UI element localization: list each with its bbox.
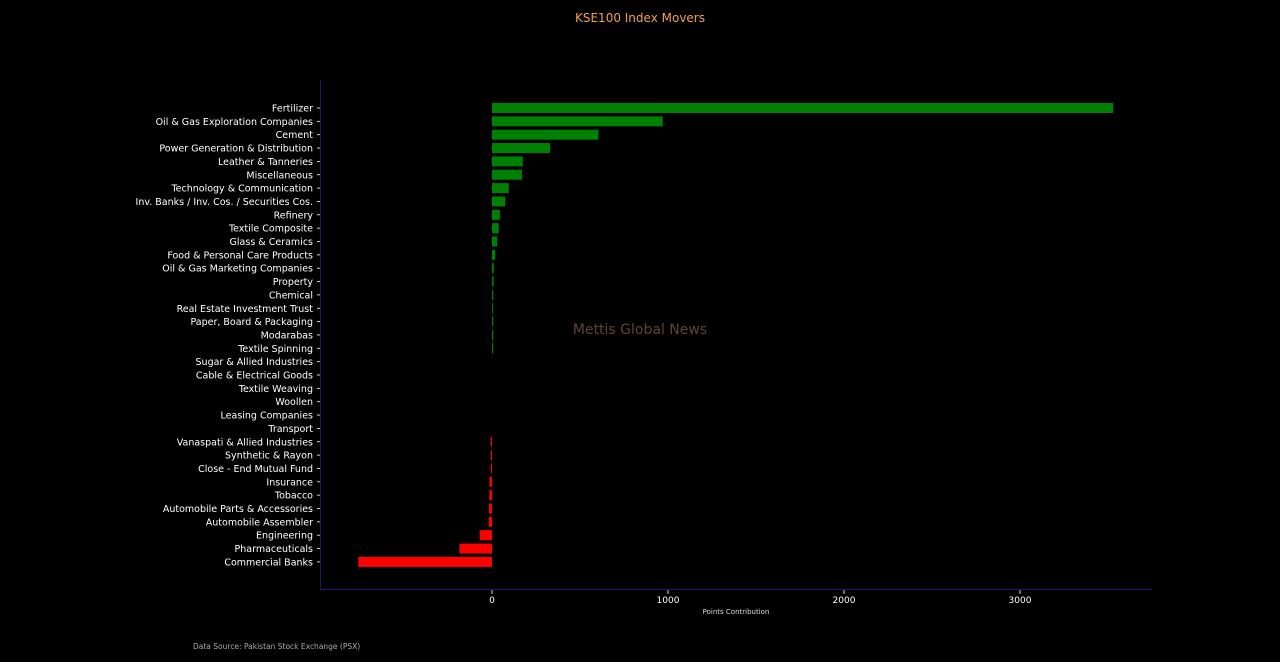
category-label: Fertilizer <box>272 104 313 115</box>
bar-3 <box>492 143 551 154</box>
category-label: Commercial Banks <box>224 557 313 568</box>
bar-30 <box>489 503 492 514</box>
bar-25 <box>490 436 492 447</box>
bar-31 <box>488 516 492 527</box>
x-ticks-group: 0 1000 2000 3000 <box>489 590 1032 606</box>
category-label: Textile Weaving <box>238 384 313 395</box>
category-label: Real Estate Investment Trust <box>177 304 314 315</box>
category-label: Refinery <box>274 210 314 221</box>
category-label: Glass & Ceramics <box>230 237 313 248</box>
bar-16 <box>492 316 494 327</box>
category-label: Cable & Electrical Goods <box>196 371 313 382</box>
x-tick-label: 2000 <box>833 596 856 606</box>
category-label: Automobile Assembler <box>206 517 313 528</box>
category-label: Paper, Board & Packaging <box>190 317 313 328</box>
category-label: Synthetic & Rayon <box>225 451 313 462</box>
category-label: Food & Personal Care Products <box>167 250 313 261</box>
category-label: Property <box>273 277 314 288</box>
category-label: Leather & Tanneries <box>218 157 313 168</box>
category-label: Modarabas <box>261 330 313 341</box>
chart-title: KSE100 Index Movers <box>575 11 705 25</box>
category-label: Oil & Gas Marketing Companies <box>162 264 313 275</box>
bar-15 <box>492 303 494 314</box>
bar-11 <box>492 249 496 260</box>
bar-17 <box>492 329 494 340</box>
bar-9 <box>492 223 499 234</box>
bar-14 <box>492 289 494 300</box>
bar-1 <box>492 116 663 127</box>
bar-29 <box>489 490 492 501</box>
category-label: Tobacco <box>274 491 313 502</box>
category-labels-group: Fertilizer Oil & Gas Exploration Companie… <box>136 104 320 568</box>
category-label: Close - End Mutual Fund <box>198 464 313 475</box>
category-label: Insurance <box>266 477 313 488</box>
category-label: Cement <box>276 130 314 141</box>
x-tick-label: 0 <box>489 596 495 606</box>
bar-34 <box>358 556 492 567</box>
bar-0 <box>492 103 1114 113</box>
bars-group <box>358 103 1114 567</box>
category-label: Leasing Companies <box>221 411 314 422</box>
category-label: Inv. Banks / Inv. Cos. / Securities Cos. <box>136 197 313 208</box>
bar-4 <box>492 156 523 167</box>
category-label: Transport <box>267 424 313 435</box>
category-label: Textile Composite <box>228 224 313 235</box>
bar-18 <box>492 343 494 354</box>
category-label: Oil & Gas Exploration Companies <box>156 117 313 128</box>
bar-28 <box>489 476 492 487</box>
x-axis-label: Points Contribution <box>703 608 770 616</box>
bar-33 <box>459 543 492 554</box>
watermark: Mettis Global News <box>573 322 707 338</box>
category-label: Automobile Parts & Accessories <box>163 504 313 515</box>
category-label: Textile Spinning <box>237 344 313 355</box>
category-label: Power Generation & Distribution <box>159 144 313 155</box>
bar-8 <box>492 209 500 220</box>
x-tick-label: 3000 <box>1009 596 1032 606</box>
bar-32 <box>479 530 492 541</box>
category-label: Woollen <box>275 397 313 408</box>
bar-27 <box>490 463 492 474</box>
x-tick-label: 1000 <box>657 596 680 606</box>
category-label: Technology & Communication <box>170 184 313 195</box>
category-label: Miscellaneous <box>246 170 313 181</box>
data-source-note: Data Source: Pakistan Stock Exchange (PS… <box>193 642 360 651</box>
bar-13 <box>492 276 494 287</box>
bar-2 <box>492 129 599 140</box>
bar-5 <box>492 169 522 180</box>
bar-6 <box>492 183 509 194</box>
category-label: Sugar & Allied Industries <box>196 357 314 368</box>
category-label: Pharmaceuticals <box>235 544 314 555</box>
bar-7 <box>492 196 506 207</box>
bar-10 <box>492 236 498 247</box>
bar-12 <box>492 263 494 274</box>
category-label: Engineering <box>256 531 313 542</box>
bar-26 <box>490 450 492 461</box>
category-label: Vanaspati & Allied Industries <box>177 437 313 448</box>
category-label: Chemical <box>269 290 313 301</box>
